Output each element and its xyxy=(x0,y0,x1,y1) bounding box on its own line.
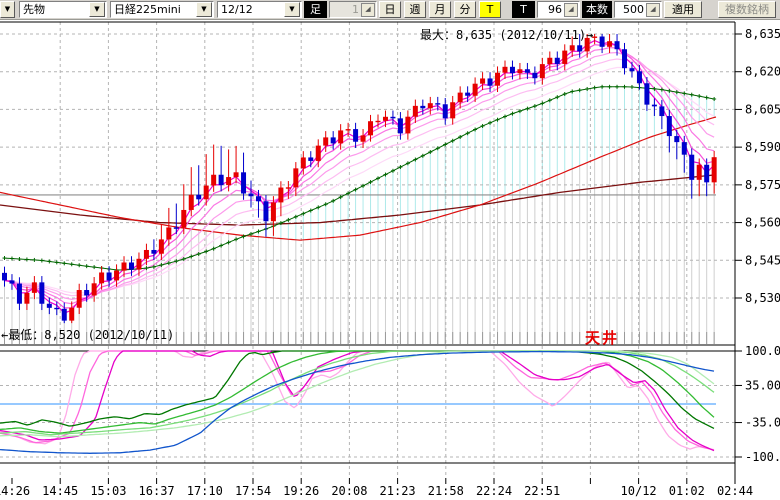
price-axis-label: 8,635 xyxy=(745,27,780,41)
time-axis-label: 21:58 xyxy=(428,484,464,498)
daily-button[interactable]: 日 xyxy=(379,1,401,18)
oscillator-axis-label: 100.00 xyxy=(745,344,780,358)
clipped-combo-arrow-button[interactable]: ▼ xyxy=(0,1,15,18)
price-axis-label: 8,560 xyxy=(745,216,780,230)
time-axis-label: 19:26 xyxy=(283,484,319,498)
oscillator-axis-label: 35.00 xyxy=(745,378,780,392)
time-axis-label: 16:37 xyxy=(139,484,175,498)
time-axis-label: 17:10 xyxy=(187,484,223,498)
price-axis-label: 8,530 xyxy=(745,291,780,305)
apply-button[interactable]: 適用 xyxy=(664,1,702,18)
symbol-combobox-value: 日経225mini xyxy=(114,2,196,17)
ceiling-annotation: 天井 xyxy=(585,327,619,348)
time-axis-label: 10/12 xyxy=(621,484,657,498)
chart-canvas[interactable]: 8,635 8,620 8,605 8,590 8,575 8,560 8,545 8,530… xyxy=(0,20,780,500)
app-window: { "icons": { "dropdown_arrow": "▼", "spi… xyxy=(0,0,780,500)
oscillator-series-pink-light xyxy=(0,351,714,450)
time-axis-label: 02:44 xyxy=(717,484,753,498)
max-price-annotation: 最大：8,635 (2012/10/11)→ xyxy=(420,26,593,43)
price-axis-label: 8,545 xyxy=(745,253,780,267)
multi-symbol-button-disabled: 複数銘柄 xyxy=(718,1,776,18)
oscillator-series-magenta xyxy=(0,351,714,451)
time-axis-label: 22:51 xyxy=(524,484,560,498)
time-axis-label: 17:54 xyxy=(235,484,271,498)
oscillator-series-blue xyxy=(0,352,714,454)
bar-count-value: 96 xyxy=(538,2,564,17)
time-axis-label: 21:23 xyxy=(380,484,416,498)
date-combobox[interactable]: 12/12 ▼ xyxy=(217,1,302,18)
time-axis-label: 14:26 xyxy=(0,484,30,498)
dropdown-arrow-icon: ▼ xyxy=(5,2,10,17)
oscillator-axis-label: -35.00 xyxy=(745,416,780,430)
ema-ribbon-layer xyxy=(5,41,715,313)
oscillator-axis-label: -100.0 xyxy=(745,450,780,464)
toolbar: ▼ 先物 ▼ 日経225mini ▼ 12/12 ▼ 足 1 ◢ 日 週 月 分… xyxy=(0,0,780,20)
time-axis-label: 20:08 xyxy=(331,484,367,498)
time-axis-label: 15:03 xyxy=(90,484,126,498)
spinner-icon[interactable]: ◢ xyxy=(564,3,578,17)
chart-area[interactable]: 8,635 8,620 8,605 8,590 8,575 8,560 8,545 8,530… xyxy=(0,20,780,500)
bar-count-spinner[interactable]: 96 ◢ xyxy=(537,1,580,18)
time-axis-label: 01:02 xyxy=(669,484,705,498)
min-price-annotation: ←最低：8,520 (2012/10/11) xyxy=(1,326,174,343)
time-axis-label: 22:24 xyxy=(476,484,512,498)
symbol-combobox[interactable]: 日経225mini ▼ xyxy=(110,1,214,18)
price-axis-label: 8,620 xyxy=(745,65,780,79)
weekly-button[interactable]: 週 xyxy=(404,1,426,18)
time-axis-label: 14:45 xyxy=(42,484,78,498)
interval-spinner-value: 1 xyxy=(330,2,361,17)
minute-button[interactable]: 分 xyxy=(454,1,476,18)
price-axis-label: 8,575 xyxy=(745,178,780,192)
market-combobox-value: 先物 xyxy=(23,2,89,17)
monthly-button[interactable]: 月 xyxy=(429,1,451,18)
oscillator-series-pink-medium xyxy=(0,351,714,450)
count-label: 本数 xyxy=(582,1,612,18)
price-axis-label: 8,590 xyxy=(745,140,780,154)
spinner-icon: ◢ xyxy=(361,3,375,17)
tick-mode-label: T xyxy=(512,1,535,18)
dropdown-arrow-icon[interactable]: ▼ xyxy=(89,2,105,17)
range-value: 500 xyxy=(615,2,646,17)
dropdown-arrow-icon[interactable]: ▼ xyxy=(196,2,212,17)
oscillator-layer xyxy=(0,351,716,453)
dropdown-arrow-icon[interactable]: ▼ xyxy=(284,2,300,17)
spinner-icon[interactable]: ◢ xyxy=(646,3,660,17)
tick-button-active[interactable]: T xyxy=(479,1,501,18)
date-combobox-value: 12/12 xyxy=(221,2,284,17)
bar-type-label: 足 xyxy=(304,1,327,18)
market-combobox[interactable]: 先物 ▼ xyxy=(19,1,107,18)
range-spinner[interactable]: 500 ◢ xyxy=(614,1,662,18)
price-axis-label: 8,605 xyxy=(745,102,780,116)
interval-spinner: 1 ◢ xyxy=(329,1,377,18)
